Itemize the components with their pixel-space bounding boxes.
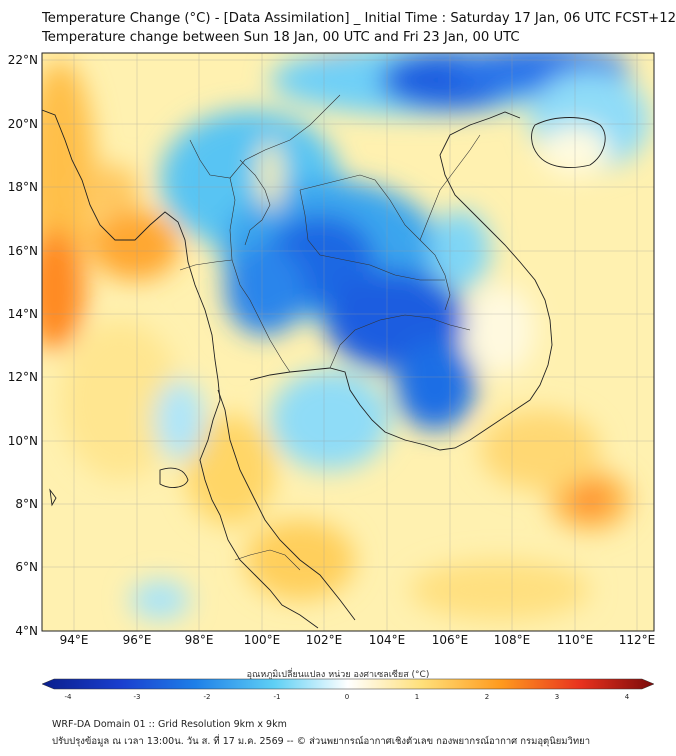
colorbar-tick: 2 (485, 693, 489, 701)
longitude-labels: 94°E 96°E 98°E 100°E 102°E 104°E 106°E 1… (60, 633, 656, 647)
lon-label: 100°E (244, 633, 281, 647)
lon-label: 96°E (123, 633, 152, 647)
map-frame (41, 52, 655, 632)
lat-label: 20°N (8, 117, 38, 131)
lon-label: 112°E (619, 633, 656, 647)
lon-label: 110°E (557, 633, 594, 647)
colorbar-tick: -1 (274, 693, 281, 701)
lat-label: 6°N (15, 560, 38, 574)
lon-label: 102°E (306, 633, 343, 647)
lon-label: 104°E (369, 633, 406, 647)
colorbar-gradient (41, 678, 655, 690)
footer-credit: ปรับปรุงข้อมูล ณ เวลา 13:00น. วัน ส. ที่… (52, 736, 591, 747)
colorbar-tick: 0 (345, 693, 349, 701)
lon-label: 106°E (432, 633, 469, 647)
coastlines (42, 109, 606, 629)
lat-label: 12°N (8, 370, 38, 384)
colorbar-tick: 4 (625, 693, 630, 701)
latitude-labels: 22°N 20°N 18°N 16°N 14°N 12°N 10°N 8°N 6… (8, 53, 38, 638)
temperature-change-map: 22°N 20°N 18°N 16°N 14°N 12°N 10°N 8°N 6… (8, 52, 656, 647)
colorbar-tick: -2 (204, 693, 211, 701)
colorbar-tick: -3 (134, 693, 141, 701)
lat-label: 14°N (8, 307, 38, 321)
borders (179, 94, 481, 571)
map-subtitle: Temperature change between Sun 18 Jan, 0… (42, 30, 520, 45)
lon-label: 94°E (60, 633, 89, 647)
temperature-field (42, 53, 654, 631)
colorbar: -4 -3 -2 -1 0 1 2 3 4 (41, 678, 655, 701)
lat-label: 4°N (15, 624, 38, 638)
lat-label: 8°N (15, 497, 38, 511)
map-title: Temperature Change (°C) - [Data Assimila… (42, 11, 676, 26)
lat-label: 22°N (8, 53, 38, 67)
lat-label: 16°N (8, 244, 38, 258)
colorbar-tick: -4 (65, 693, 73, 701)
lon-label: 98°E (185, 633, 214, 647)
colorbar-tick: 3 (555, 693, 559, 701)
graticule (42, 53, 654, 631)
colorbar-label: อุณหภูมิเปลี่ยนแปลง หน่วย องศาเซลเซียส (… (246, 670, 430, 680)
footer-model-info: WRF-DA Domain 01 :: Grid Resolution 9km … (52, 719, 287, 730)
lat-label: 18°N (8, 180, 38, 194)
lat-label: 10°N (8, 434, 38, 448)
lon-label: 108°E (494, 633, 531, 647)
colorbar-tick: 1 (415, 693, 419, 701)
